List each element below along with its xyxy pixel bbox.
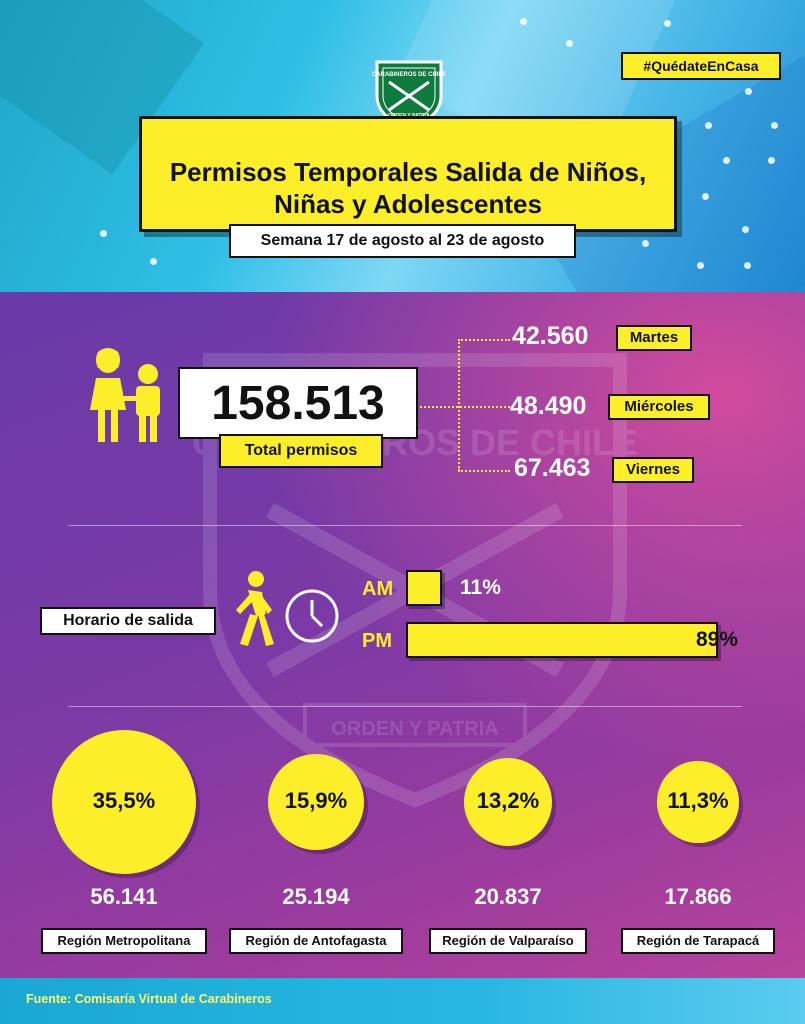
clock-icon [284,588,340,644]
am-label: AM [362,578,393,601]
day-label-martes: Martes [616,325,692,351]
total-permits-value: 158.513 [178,367,418,439]
connector-line [420,406,510,408]
pm-percent: 89% [696,628,738,652]
region-count: 17.866 [608,884,788,910]
title-line-2: Niñas y Adolescentes [142,189,674,220]
region-count: 56.141 [34,884,214,910]
region-name: Región de Valparaíso [429,928,587,954]
region-count: 25.194 [226,884,406,910]
day-label-miercoles: Miércoles [608,394,710,420]
title-box: Permisos Temporales Salida de Niños, Niñ… [139,116,677,232]
connector-line [458,339,460,471]
children-icon [86,348,170,446]
day-value-viernes: 67.463 [514,454,590,483]
pm-bar [406,622,718,658]
title-line-1: Permisos Temporales Salida de Niños, [142,157,674,188]
logo-top-text: CARABINEROS DE CHILE [372,72,446,78]
am-percent: 11% [460,576,501,600]
total-permits-label: Total permisos [219,434,383,468]
am-bar [406,570,442,606]
divider [68,525,742,526]
region-percent: 35,5% [64,788,184,814]
connector-line [458,470,510,472]
schedule-label: Horario de salida [40,607,216,635]
hashtag-badge: #QuédateEnCasa [621,52,781,80]
region-percent: 11,3% [638,788,758,814]
day-value-miercoles: 48.490 [510,392,586,421]
region-percent: 15,9% [256,788,376,814]
region-name: Región Metropolitana [41,928,207,954]
region-name: Región de Tarapacá [621,928,775,954]
divider [68,706,742,707]
region-name: Región de Antofagasta [229,928,403,954]
connector-line [458,339,510,341]
footer: Fuente: Comisaría Virtual de Carabineros [0,978,805,1024]
region-count: 20.837 [418,884,598,910]
week-range-label: Semana 17 de agosto al 23 de agosto [229,224,576,258]
pm-label: PM [362,630,392,653]
day-value-martes: 42.560 [512,322,588,351]
watermark-bottom-text: ORDEN Y PATRIA [331,718,498,740]
day-label-viernes: Viernes [612,457,694,483]
source-text: Fuente: Comisaría Virtual de Carabineros [26,992,272,1006]
region-percent: 13,2% [448,788,568,814]
walking-person-icon [226,570,280,650]
